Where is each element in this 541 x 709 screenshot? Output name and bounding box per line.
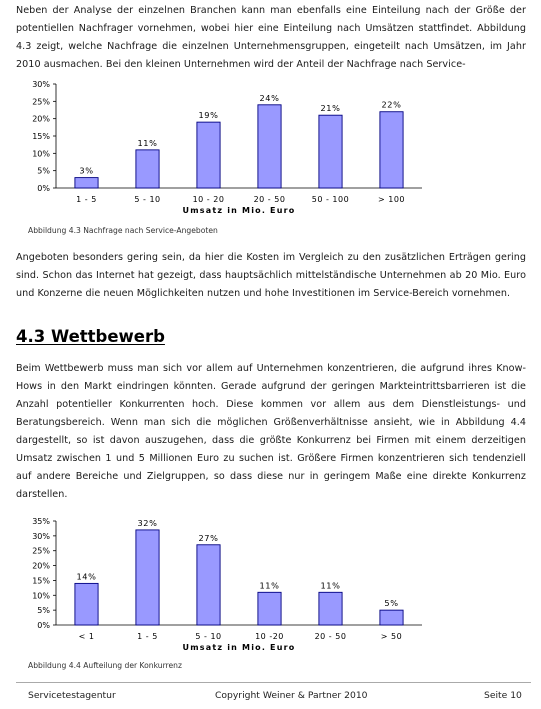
y-tick-label: 15% [32, 132, 50, 141]
data-label: 11% [138, 138, 158, 148]
y-tick-label: 20% [32, 115, 50, 124]
bar-6 [379, 111, 404, 189]
bar-3 [196, 544, 221, 626]
bar-6 [379, 609, 404, 626]
y-tick-label: 30% [32, 80, 50, 89]
bar-5 [318, 114, 343, 189]
y-tick-label: 0% [37, 621, 50, 630]
demand-chart-svg: 0% 5% 10% 15% 20% 25% 30% 3% 1 - 5 11% 5 - 10 19% 10… [32, 80, 422, 215]
y-tick-label: 5% [37, 167, 50, 176]
data-label: 22% [382, 100, 402, 110]
x-tick-label: 20 - 50 [315, 632, 347, 641]
bar-5 [318, 591, 343, 626]
competition-chart-svg: 0% 5% 10% 15% 20% 25% 30% 35% 14% < 1 32% 1 - 5 27% 5… [32, 517, 422, 652]
x-tick-label: 5 - 10 [195, 632, 221, 641]
y-tick-label: 30% [32, 532, 50, 541]
x-tick-label: > 50 [381, 632, 402, 641]
footer-page-number: Seite 10 [484, 690, 522, 701]
demand-chart: 0% 5% 10% 15% 20% 25% 30% 3% 1 - 5 11% 5 - 10 19% 10… [14, 78, 434, 220]
intro-paragraph: Neben der Analyse der einzelnen Branchen… [16, 5, 526, 70]
y-tick-label: 35% [32, 517, 50, 526]
x-tick-label: < 1 [79, 632, 95, 641]
data-label: 5% [384, 598, 398, 608]
y-tick-label: 15% [32, 576, 50, 585]
y-tick-label: 25% [32, 97, 50, 106]
x-tick-label: 10 -20 [255, 632, 284, 641]
after-chart-paragraph: Angeboten besonders gering sein, da hier… [16, 252, 526, 299]
data-label: 3% [79, 166, 93, 176]
x-axis-label: Umsatz in Mio. Euro [183, 206, 296, 215]
data-label: 11% [321, 580, 341, 590]
bar-4 [257, 104, 282, 189]
bar-4 [257, 591, 282, 626]
chart1-caption: Abbildung 4.3 Nachfrage nach Service-Ang… [28, 226, 218, 235]
footer-divider [16, 682, 531, 683]
x-tick-label: 1 - 5 [76, 195, 97, 204]
competition-chart: 0% 5% 10% 15% 20% 25% 30% 35% 14% < 1 32% 1 - 5 27% 5… [14, 515, 434, 657]
bar-1 [74, 582, 99, 626]
footer-left: Servicetestagentur [28, 690, 116, 701]
bar-3 [196, 121, 221, 189]
data-label: 21% [321, 103, 341, 113]
data-label: 11% [260, 580, 280, 590]
x-tick-label: 5 - 10 [134, 195, 160, 204]
x-tick-label: 1 - 5 [137, 632, 158, 641]
wettbewerb-paragraph: Beim Wettbewerb muss man sich vor allem … [16, 363, 526, 500]
footer-center: Copyright Weiner & Partner 2010 [215, 690, 368, 701]
chart2-caption: Abbildung 4.4 Aufteilung der Konkurrenz [28, 661, 182, 670]
y-tick-label: 10% [32, 149, 50, 158]
x-tick-label: 10 - 20 [193, 195, 225, 204]
bar-2 [135, 529, 160, 626]
x-tick-label: > 100 [378, 195, 405, 204]
x-tick-label: 20 - 50 [254, 195, 286, 204]
data-label: 27% [199, 533, 219, 543]
data-label: 19% [199, 110, 219, 120]
x-axis-label: Umsatz in Mio. Euro [183, 643, 296, 652]
y-tick-label: 20% [32, 562, 50, 571]
bar-2 [135, 149, 160, 189]
data-label: 24% [260, 93, 280, 103]
data-label: 32% [138, 518, 158, 528]
section-heading: 4.3 Wettbewerb [16, 327, 165, 346]
y-tick-label: 5% [37, 606, 50, 615]
data-label: 14% [77, 571, 97, 581]
y-tick-label: 0% [37, 184, 50, 193]
bar-1 [74, 177, 99, 189]
x-tick-label: 50 - 100 [312, 195, 349, 204]
y-tick-label: 10% [32, 591, 50, 600]
y-tick-label: 25% [32, 547, 50, 556]
